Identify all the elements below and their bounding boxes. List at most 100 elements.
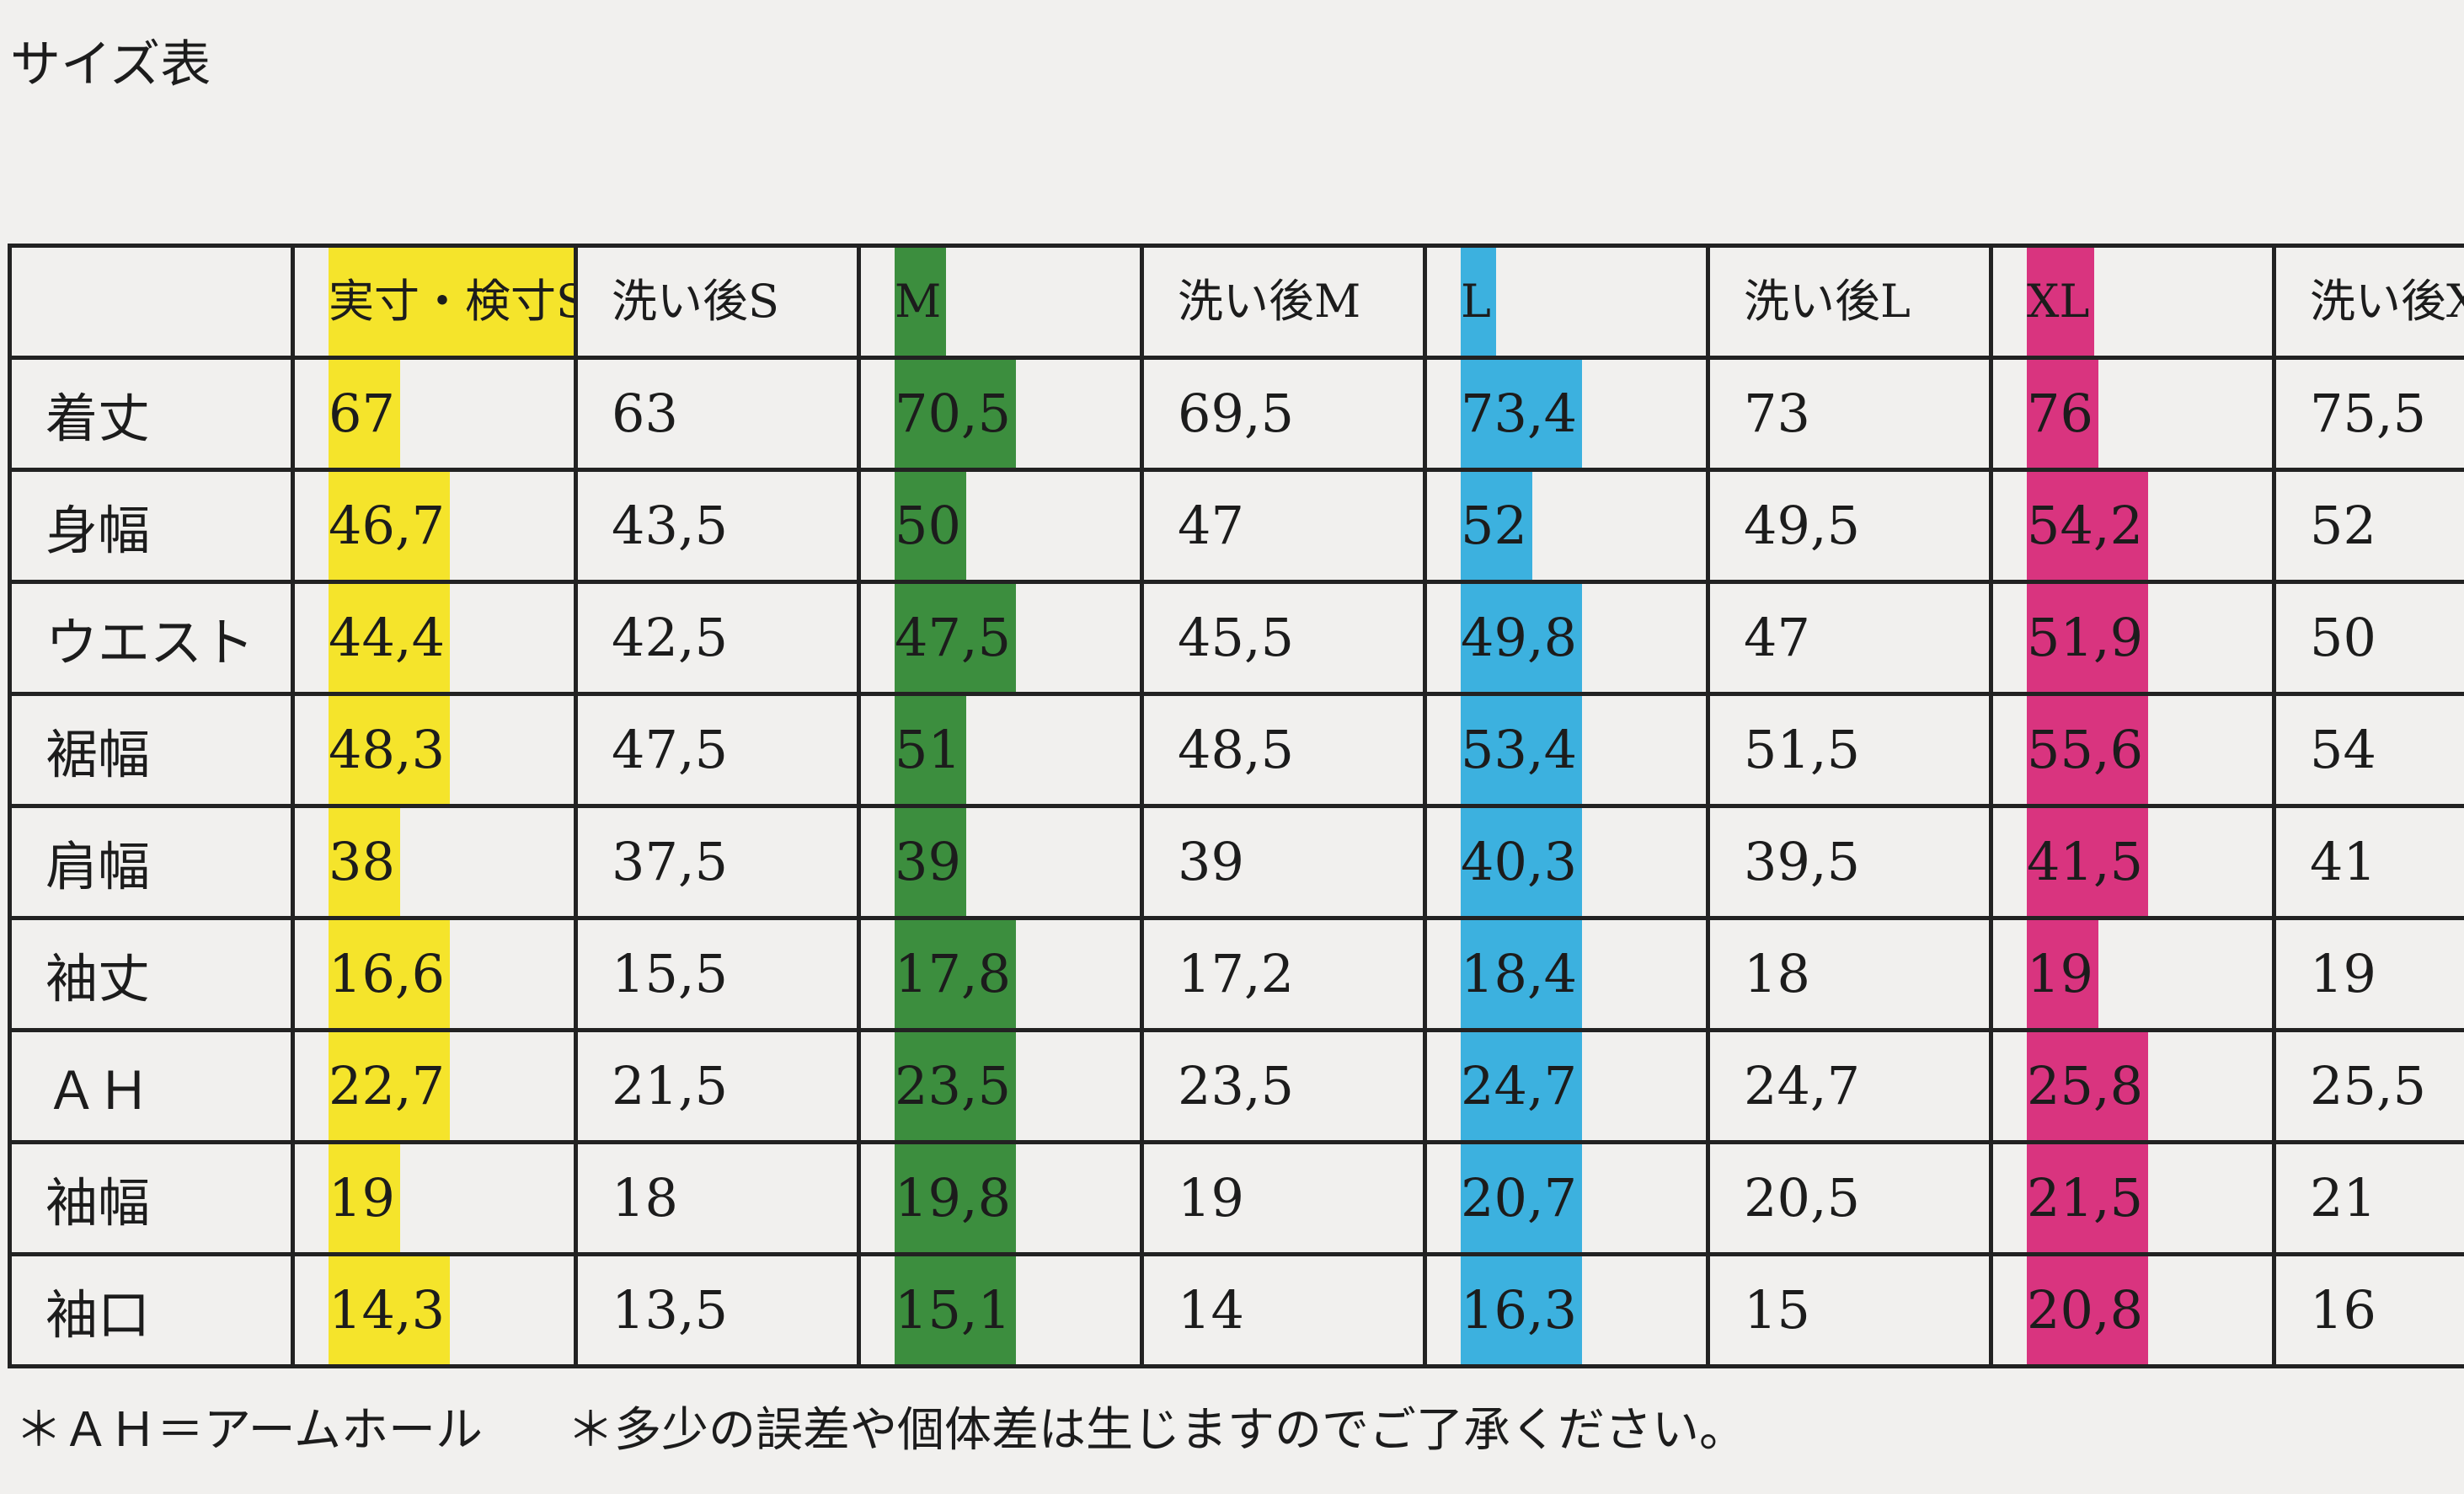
cell-value: 39 (1178, 831, 1244, 892)
header-cell: 洗い後S (574, 244, 861, 360)
cell: 22,7 (291, 1028, 578, 1144)
table-wrap: 実寸・検寸S 洗い後S M 洗い後M L 洗い後L XL 洗い後X 着丈 67 63 70,5 69,5… (8, 244, 2464, 1368)
header-text: 洗い後L (1744, 275, 1911, 328)
cell: 53,4 (1423, 692, 1710, 808)
cell-value: 16 (2310, 1279, 2376, 1341)
cell: 50 (2272, 580, 2464, 696)
cell-value: 19,8 (895, 1146, 1017, 1250)
row-label: 裾幅 (8, 692, 295, 808)
cell: 39 (1140, 804, 1427, 920)
cell: 49,5 (1706, 468, 1993, 584)
cell-value: 73,4 (1461, 361, 1583, 466)
cell-value: 39,5 (1744, 831, 1861, 892)
cell-value: 18,4 (1461, 922, 1583, 1026)
row-label: 袖幅 (8, 1140, 295, 1256)
size-table: 実寸・検寸S 洗い後S M 洗い後M L 洗い後L XL 洗い後X 着丈 67 63 70,5 69,5… (8, 244, 2464, 1368)
cell: 47 (1706, 580, 1993, 696)
cell: 14 (1140, 1252, 1427, 1368)
row-label: ウエスト (8, 580, 295, 696)
header-text: 洗い後S (612, 275, 779, 328)
cell-value: 13,5 (612, 1279, 729, 1341)
header-cell: XL (1989, 244, 2276, 360)
cell: 47,5 (857, 580, 1144, 696)
row: ウエスト 44,4 42,5 47,5 45,5 49,8 47 51,9 50 (8, 580, 2464, 696)
cell-value: 15,1 (895, 1258, 1017, 1363)
cell-value: 25,5 (2310, 1055, 2427, 1116)
row: 袖丈 16,6 15,5 17,8 17,2 18,4 18 19 19 (8, 916, 2464, 1032)
row: 袖幅 19 18 19,8 19 20,7 20,5 21,5 21 (8, 1140, 2464, 1256)
row-label: 袖口 (8, 1252, 295, 1368)
cell: 13,5 (574, 1252, 861, 1368)
cell: 18 (1706, 916, 1993, 1032)
cell: 19,8 (857, 1140, 1144, 1256)
cell: 20,8 (1989, 1252, 2276, 1368)
corner-cell (8, 244, 295, 360)
cell-value: 17,8 (895, 922, 1017, 1026)
cell-value: 40,3 (1461, 810, 1583, 914)
cell: 39,5 (1706, 804, 1993, 920)
cell: 69,5 (1140, 356, 1427, 472)
cell-value: 17,2 (1178, 943, 1295, 1004)
cell: 18 (574, 1140, 861, 1256)
cell-value: 15,5 (612, 943, 729, 1004)
cell-value: 48,5 (1178, 719, 1295, 780)
cell: 42,5 (574, 580, 861, 696)
header-cell: 洗い後L (1706, 244, 1993, 360)
cell: 21,5 (1989, 1140, 2276, 1256)
cell: 25,5 (2272, 1028, 2464, 1144)
cell: 70,5 (857, 356, 1144, 472)
cell-value: 52 (2310, 495, 2376, 556)
cell-value: 20,7 (1461, 1146, 1583, 1250)
cell-value: 54 (2310, 719, 2376, 780)
cell-value: 19 (329, 1146, 400, 1250)
cell-value: 20,5 (1744, 1167, 1861, 1229)
header-text: 実寸・検寸S (329, 249, 572, 354)
cell-value: 21 (2310, 1167, 2376, 1229)
header-text: M (895, 249, 947, 354)
cell-value: 76 (2027, 361, 2098, 466)
cell-value: 24,7 (1744, 1055, 1861, 1116)
cell-value: 43,5 (612, 495, 729, 556)
cell-value: 21,5 (2027, 1146, 2149, 1250)
header-text: 洗い後X (2310, 275, 2464, 328)
header-text: XL (2027, 249, 2095, 354)
cell: 19 (2272, 916, 2464, 1032)
cell: 40,3 (1423, 804, 1710, 920)
cell: 52 (1423, 468, 1710, 584)
cell: 24,7 (1706, 1028, 1993, 1144)
cell: 49,8 (1423, 580, 1710, 696)
cell-value: 37,5 (612, 831, 729, 892)
cell-value: 50 (895, 474, 966, 578)
cell-value: 51 (895, 698, 966, 802)
cell-value: 45,5 (1178, 607, 1295, 668)
cell: 46,7 (291, 468, 578, 584)
cell: 50 (857, 468, 1144, 584)
cell-value: 41,5 (2027, 810, 2149, 914)
cell-value: 23,5 (1178, 1055, 1295, 1116)
cell: 75,5 (2272, 356, 2464, 472)
cell-value: 25,8 (2027, 1034, 2149, 1138)
cell: 20,5 (1706, 1140, 1993, 1256)
cell: 45,5 (1140, 580, 1427, 696)
row: 着丈 67 63 70,5 69,5 73,4 73 76 75,5 (8, 356, 2464, 472)
cell-value: 55,6 (2027, 698, 2149, 802)
row-label: 身幅 (8, 468, 295, 584)
cell: 16,6 (291, 916, 578, 1032)
cell-value: 50 (2310, 607, 2376, 668)
cell: 17,8 (857, 916, 1144, 1032)
cell: 76 (1989, 356, 2276, 472)
cell-value: 19 (1178, 1167, 1244, 1229)
cell-value: 69,5 (1178, 383, 1295, 444)
cell: 73 (1706, 356, 1993, 472)
cell: 21 (2272, 1140, 2464, 1256)
header-cell: L (1423, 244, 1710, 360)
cell: 37,5 (574, 804, 861, 920)
cell: 54,2 (1989, 468, 2276, 584)
cell: 47 (1140, 468, 1427, 584)
cell: 19 (1140, 1140, 1427, 1256)
row-label: 着丈 (8, 356, 295, 472)
cell-value: 46,7 (329, 474, 451, 578)
row: 身幅 46,7 43,5 50 47 52 49,5 54,2 52 (8, 468, 2464, 584)
row: 裾幅 48,3 47,5 51 48,5 53,4 51,5 55,6 54 (8, 692, 2464, 808)
cell: 24,7 (1423, 1028, 1710, 1144)
